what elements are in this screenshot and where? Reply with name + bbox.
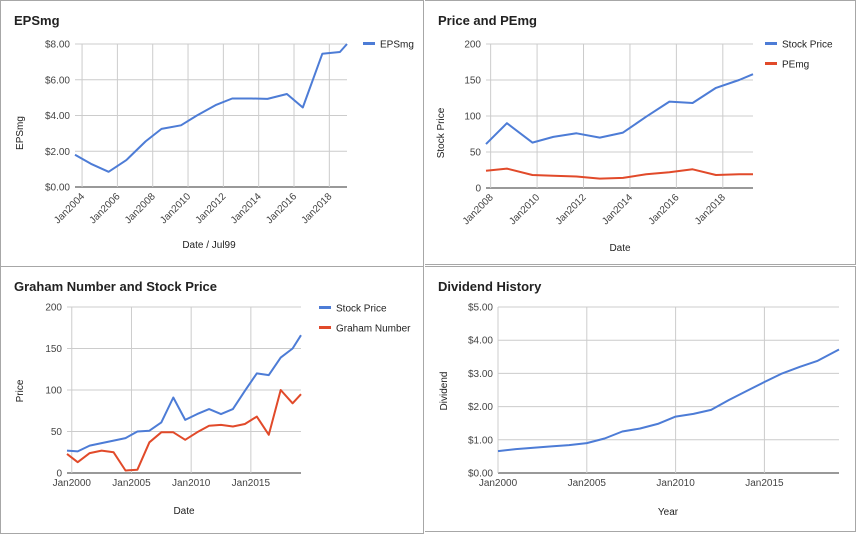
x-tick-label: Jan2016 — [647, 192, 682, 227]
legend-label: Graham Number — [336, 324, 411, 335]
chart-title: Price and PEmg — [438, 13, 537, 28]
price-pemg-chart: Price and PEmg 0 50 100 150 200 Jan2008 Jan201… — [436, 13, 833, 254]
y-tick-label: 200 — [464, 40, 481, 51]
y-tick-label: 100 — [45, 386, 62, 397]
dividend-chart-panel: Dividend History $0.00 $1.00 $2.00 $3.00 $4.… — [425, 266, 856, 532]
legend-label: PEmg — [782, 60, 809, 71]
y-tick-label: $2.00 — [45, 147, 70, 158]
x-tick-label: Jan2015 — [745, 478, 784, 489]
y-tick-label: 150 — [45, 344, 62, 355]
y-axis-label: EPSmg — [15, 116, 26, 150]
x-tick-label: Jan2016 — [264, 191, 299, 226]
series-line-graham-number — [66, 389, 302, 472]
y-tick-label: $0.00 — [45, 183, 70, 194]
y-tick-label: 0 — [475, 184, 481, 195]
legend-label: EPSmg — [380, 40, 414, 51]
legend-swatch — [765, 62, 777, 65]
x-tick-label: Jan2005 — [112, 478, 151, 489]
x-tick-label: Jan2006 — [88, 191, 123, 226]
x-tick-label: Jan2005 — [568, 478, 607, 489]
y-tick-label: $3.00 — [468, 369, 493, 380]
y-tick-label: 150 — [464, 76, 481, 87]
y-tick-label: 200 — [45, 303, 62, 314]
legend-label: Stock Price — [336, 304, 387, 315]
x-tick-label: Jan2010 — [507, 192, 542, 227]
y-tick-label: 100 — [464, 112, 481, 123]
x-tick-label: Jan2000 — [479, 478, 518, 489]
x-tick-label: Jan2010 — [172, 478, 211, 489]
x-axis-label: Year — [658, 507, 679, 518]
series-line-pemg — [485, 167, 753, 180]
x-axis-label: Date — [609, 243, 631, 254]
chart-title: EPSmg — [14, 13, 60, 28]
x-tick-label: Jan2010 — [656, 478, 695, 489]
series-line-0 — [497, 348, 840, 453]
y-axis-label: Price — [15, 379, 26, 402]
x-axis-label: Date / Jul99 — [182, 240, 236, 251]
x-tick-label: Jan2004 — [52, 191, 87, 226]
graham-chart-panel: Graham Number and Stock Price 0 50 100 150 2… — [0, 266, 424, 534]
chart-title: Graham Number and Stock Price — [14, 279, 217, 294]
y-tick-label: $5.00 — [468, 303, 493, 314]
y-tick-label: $4.00 — [468, 336, 493, 347]
y-axis-label: Stock Price — [436, 107, 447, 158]
legend-swatch — [319, 326, 331, 329]
legend-swatch — [765, 42, 777, 45]
x-tick-label: Jan2000 — [53, 478, 92, 489]
legend-swatch — [319, 306, 331, 309]
y-tick-label: $8.00 — [45, 40, 70, 51]
y-tick-label: 0 — [56, 469, 62, 480]
x-tick-label: Jan2014 — [229, 191, 264, 226]
y-tick-label: $0.00 — [468, 469, 493, 480]
x-tick-label: Jan2012 — [194, 191, 229, 226]
y-tick-label: 50 — [51, 427, 63, 438]
x-tick-label: Jan2008 — [123, 191, 158, 226]
series-line-stock-price — [66, 334, 302, 453]
x-tick-label: Jan2010 — [158, 191, 193, 226]
y-tick-label: 50 — [470, 148, 482, 159]
y-tick-label: $4.00 — [45, 111, 70, 122]
legend-swatch — [363, 42, 375, 45]
legend-label: Stock Price — [782, 40, 833, 51]
y-tick-label: $6.00 — [45, 75, 70, 86]
x-tick-label: Jan2012 — [554, 192, 589, 227]
series-line-epsmg — [74, 43, 348, 173]
x-tick-label: Jan2018 — [300, 191, 335, 226]
price-pemg-chart-panel: Price and PEmg 0 50 100 150 200 Jan2008 Jan201… — [425, 0, 856, 265]
series-line-stock-price — [485, 73, 754, 145]
dividend-chart: Dividend History $0.00 $1.00 $2.00 $3.00 $4.… — [438, 279, 840, 518]
x-tick-label: Jan2015 — [232, 478, 271, 489]
graham-chart: Graham Number and Stock Price 0 50 100 150 2… — [14, 279, 411, 517]
chart-title: Dividend History — [438, 279, 542, 294]
x-tick-label: Jan2018 — [693, 192, 728, 227]
eps-chart-panel: EPSmg $0.00 $2.00 $4.00 $6.00 $8.00 Jan2004 Ja… — [0, 0, 424, 267]
y-tick-label: $2.00 — [468, 402, 493, 413]
x-tick-label: Jan2008 — [461, 192, 496, 227]
x-axis-label: Date — [173, 506, 195, 517]
y-axis-label: Dividend — [439, 372, 450, 411]
y-tick-label: $1.00 — [468, 435, 493, 446]
x-tick-label: Jan2014 — [600, 192, 635, 227]
